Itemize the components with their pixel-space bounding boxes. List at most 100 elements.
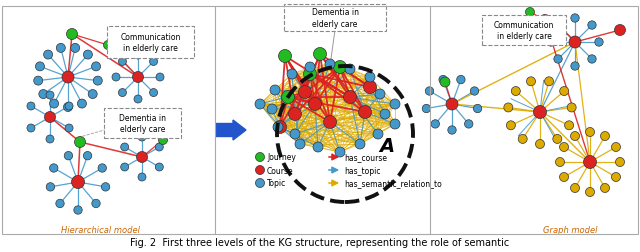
Circle shape [159, 136, 168, 145]
Circle shape [570, 184, 579, 193]
Circle shape [426, 87, 434, 96]
Circle shape [255, 100, 265, 110]
Circle shape [98, 164, 106, 173]
Circle shape [303, 68, 317, 81]
Circle shape [375, 90, 385, 100]
Circle shape [547, 39, 556, 47]
Circle shape [74, 137, 86, 148]
FancyBboxPatch shape [284, 5, 386, 32]
Text: Dementia in
elderly care: Dementia in elderly care [119, 113, 166, 134]
Circle shape [156, 143, 163, 151]
Circle shape [390, 119, 400, 130]
Circle shape [273, 122, 283, 133]
Circle shape [448, 126, 456, 135]
Circle shape [298, 86, 312, 99]
Circle shape [136, 152, 147, 163]
Circle shape [92, 62, 100, 72]
Circle shape [325, 60, 335, 70]
Circle shape [72, 176, 84, 189]
Circle shape [121, 163, 129, 171]
Circle shape [255, 179, 264, 188]
Circle shape [511, 87, 520, 96]
Circle shape [588, 55, 596, 64]
Circle shape [64, 152, 72, 160]
Circle shape [278, 50, 291, 63]
Circle shape [570, 132, 579, 141]
Circle shape [446, 99, 458, 111]
Circle shape [540, 15, 550, 26]
Circle shape [390, 100, 400, 110]
Circle shape [132, 72, 143, 83]
Circle shape [422, 105, 431, 113]
Circle shape [62, 72, 74, 84]
Circle shape [314, 48, 326, 61]
Circle shape [440, 78, 450, 88]
Circle shape [600, 184, 609, 193]
Circle shape [345, 65, 355, 75]
Circle shape [290, 130, 300, 139]
Circle shape [571, 62, 579, 71]
Circle shape [273, 121, 287, 134]
Circle shape [92, 199, 100, 208]
Circle shape [588, 22, 596, 30]
Circle shape [518, 135, 527, 144]
Circle shape [104, 41, 113, 50]
Circle shape [323, 116, 337, 129]
Circle shape [614, 25, 625, 36]
Circle shape [134, 52, 142, 60]
Circle shape [600, 132, 609, 141]
Circle shape [616, 158, 625, 167]
Circle shape [118, 58, 127, 66]
Circle shape [282, 91, 294, 104]
Circle shape [595, 39, 604, 47]
Circle shape [150, 58, 157, 66]
Circle shape [569, 37, 581, 49]
Circle shape [559, 173, 568, 182]
Circle shape [67, 29, 77, 40]
Circle shape [431, 120, 440, 129]
Circle shape [35, 62, 44, 72]
Circle shape [267, 105, 277, 115]
Circle shape [567, 104, 576, 112]
Circle shape [138, 173, 146, 181]
Circle shape [586, 128, 595, 137]
Circle shape [358, 106, 371, 119]
Circle shape [584, 156, 596, 169]
Circle shape [118, 89, 127, 97]
Circle shape [83, 152, 92, 160]
Text: Course: Course [267, 166, 294, 175]
Circle shape [270, 86, 280, 96]
Circle shape [65, 103, 73, 111]
Circle shape [101, 183, 110, 191]
Circle shape [150, 89, 157, 97]
Circle shape [93, 77, 102, 86]
FancyBboxPatch shape [482, 16, 566, 46]
Circle shape [46, 136, 54, 143]
Circle shape [611, 143, 621, 152]
Circle shape [255, 153, 264, 162]
Circle shape [27, 103, 35, 111]
Circle shape [474, 105, 482, 113]
Circle shape [586, 188, 595, 197]
Circle shape [355, 139, 365, 149]
Circle shape [44, 51, 52, 60]
Circle shape [559, 143, 568, 152]
Circle shape [335, 147, 345, 158]
Circle shape [27, 124, 35, 133]
Circle shape [373, 130, 383, 139]
Circle shape [46, 183, 54, 191]
Text: A: A [380, 137, 395, 156]
Circle shape [88, 90, 97, 99]
Circle shape [305, 63, 315, 73]
Circle shape [313, 142, 323, 152]
Circle shape [554, 22, 562, 30]
Circle shape [289, 108, 301, 121]
Circle shape [77, 100, 86, 109]
Text: Dementia in
elderly care: Dementia in elderly care [312, 8, 358, 28]
Text: Journey: Journey [267, 153, 296, 162]
Circle shape [295, 139, 305, 149]
Circle shape [46, 92, 54, 100]
Circle shape [138, 134, 146, 141]
Circle shape [527, 77, 536, 86]
Circle shape [255, 166, 264, 175]
